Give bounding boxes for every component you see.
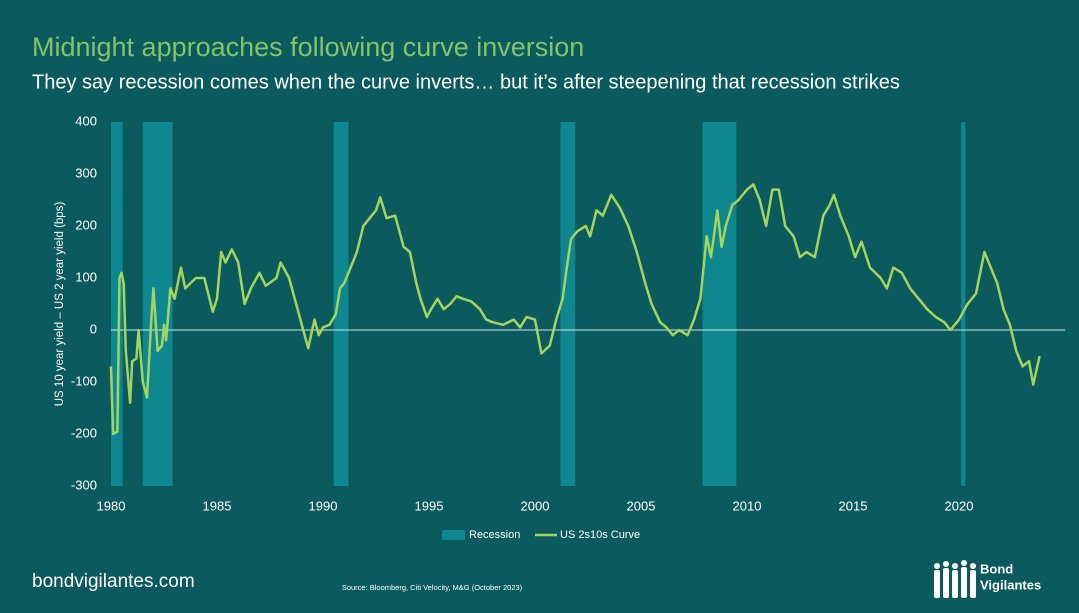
legend-swatch bbox=[442, 530, 465, 540]
series-line bbox=[109, 183, 1041, 436]
chart-subtitle: They say recession comes when the curve … bbox=[32, 71, 900, 93]
x-tick-label: 1995 bbox=[415, 498, 444, 513]
recession-band bbox=[142, 122, 173, 486]
recession-band bbox=[333, 122, 349, 486]
recession-band bbox=[702, 122, 737, 486]
y-tick-label: 100 bbox=[75, 269, 97, 284]
recession-band bbox=[961, 122, 966, 486]
y-tick-label: 400 bbox=[75, 113, 97, 128]
x-tick-label: 2020 bbox=[945, 498, 974, 513]
recession-band bbox=[111, 122, 123, 486]
y-tick-label: 200 bbox=[75, 217, 97, 232]
logo: Bond Vigilantes bbox=[934, 560, 1041, 598]
x-tick-label: 2005 bbox=[627, 498, 656, 513]
legend-label: Recession bbox=[469, 529, 520, 541]
recession-band bbox=[560, 122, 576, 486]
y-axis-label: US 10 year yield – US 2 year yield (bps) bbox=[54, 202, 66, 407]
x-tick-label: 2015 bbox=[839, 498, 868, 513]
footer: bondvigilantes.com bbox=[32, 571, 195, 592]
y-tick-label: 300 bbox=[75, 165, 97, 180]
x-tick-label: 1985 bbox=[203, 498, 232, 513]
chart-title: Midnight approaches following curve inve… bbox=[32, 32, 584, 62]
y-tick-label: -100 bbox=[71, 373, 97, 388]
x-tick-label: 1980 bbox=[97, 498, 126, 513]
logo-text: Vigilantes bbox=[980, 577, 1041, 592]
y-tick-label: 0 bbox=[90, 321, 97, 336]
logo-text: Bond bbox=[980, 561, 1013, 576]
legend-label: US 2s10s Curve bbox=[560, 529, 640, 541]
x-tick-label: 1990 bbox=[309, 498, 338, 513]
source: Source: Bloomberg, Citi Velocity, M&G (O… bbox=[342, 583, 523, 592]
y-tick-label: -200 bbox=[71, 425, 97, 440]
y-tick-label: -300 bbox=[71, 477, 97, 492]
x-tick-label: 2000 bbox=[521, 498, 550, 513]
x-tick-label: 2010 bbox=[733, 498, 762, 513]
